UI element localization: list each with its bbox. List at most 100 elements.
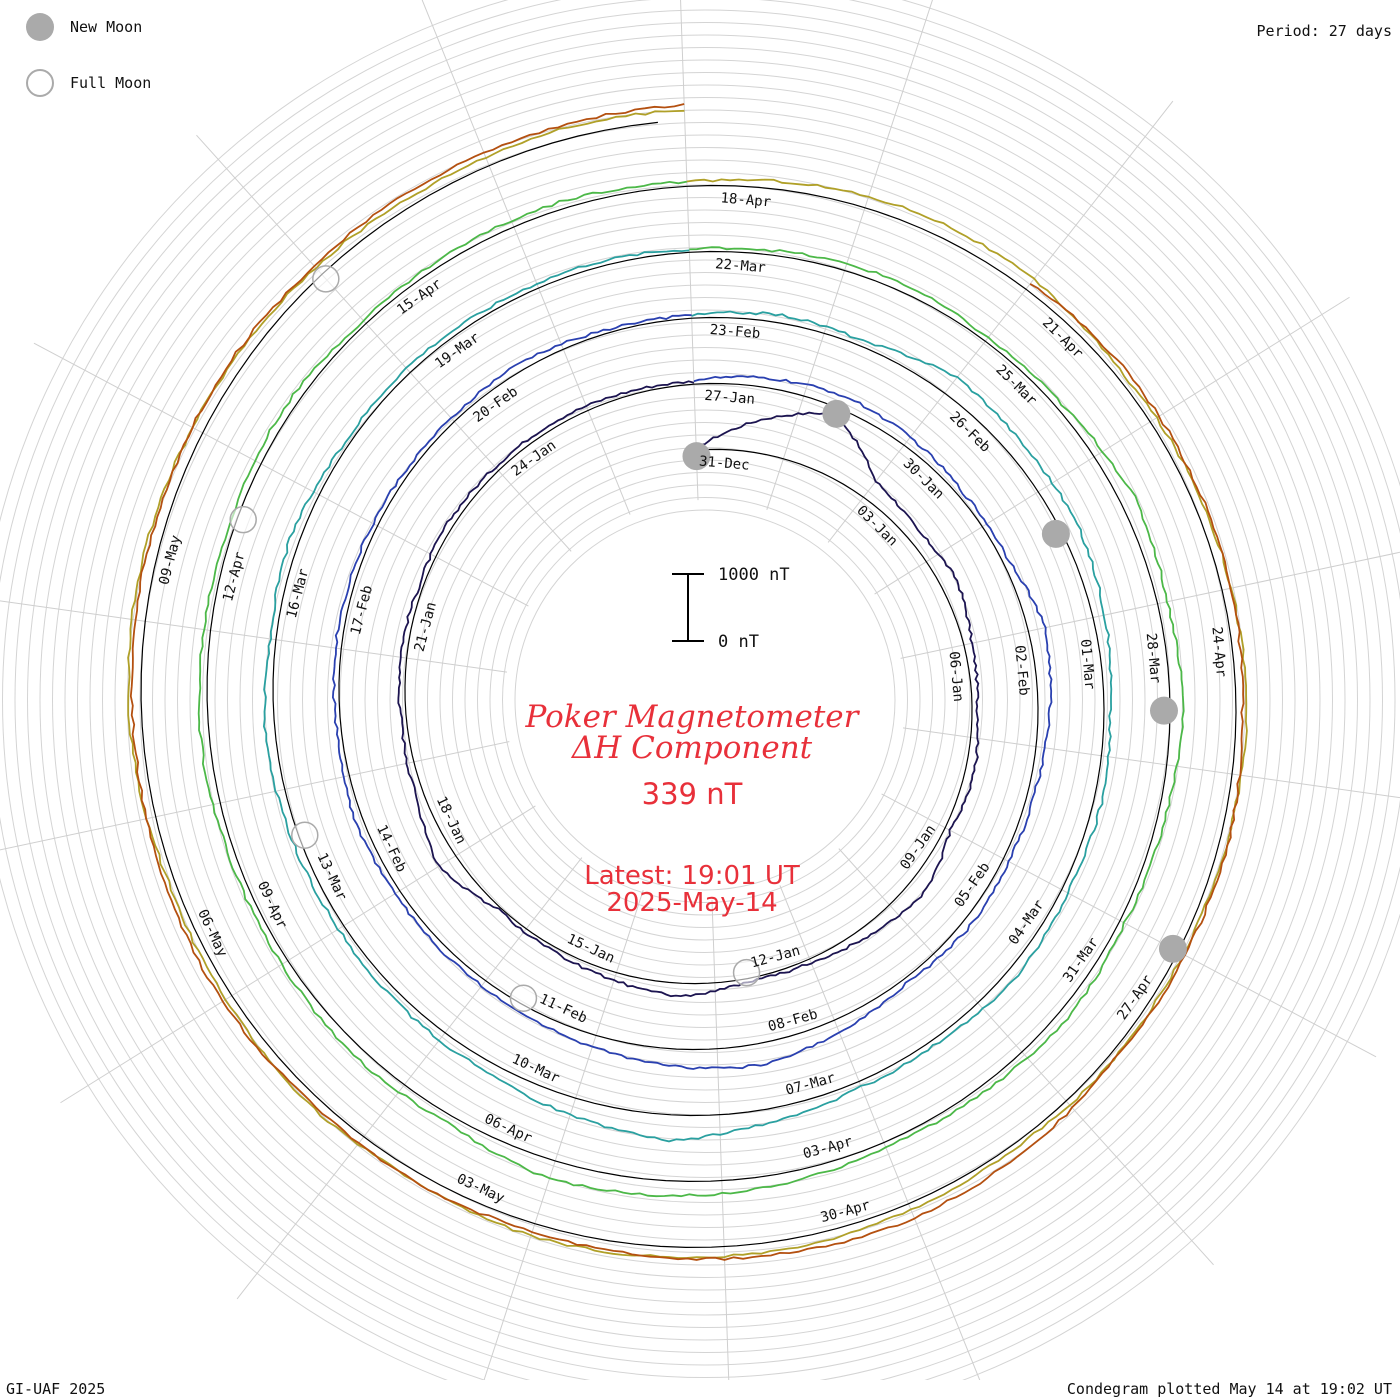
grid-ring [89, 84, 1321, 1316]
baseline-spiral [140, 121, 1237, 1249]
grid-ring [164, 159, 1246, 1241]
grid-ring [102, 97, 1308, 1303]
grid-spoke [766, 0, 933, 510]
full-moon-marker [509, 984, 538, 1012]
grid-ring [352, 347, 1058, 1053]
date-label: 18-Jan [433, 794, 469, 847]
grid-ring [439, 434, 971, 966]
baseline-spiral-path [140, 121, 1237, 1249]
grid-ring [189, 184, 1221, 1216]
date-label: 15-Apr [394, 276, 445, 318]
legend-full-moon-label: Full Moon [70, 74, 152, 92]
grid-ring [364, 359, 1046, 1041]
date-label: 01-Mar [1077, 638, 1098, 690]
date-label: 02-Feb [1011, 645, 1032, 697]
date-label: 11-Feb [537, 991, 590, 1027]
new-moon-marker [1041, 519, 1070, 548]
grid-spoke [900, 551, 1400, 659]
grid-spoke [421, 0, 631, 515]
legend-new-moon: New Moon [26, 13, 142, 41]
date-label: 07-Mar [784, 1070, 837, 1099]
grid-ring [214, 209, 1196, 1191]
data-series-line [129, 103, 1245, 1261]
grid-spoke [881, 793, 1377, 1058]
date-label: 27-Apr [1114, 972, 1156, 1023]
new-moon-marker [682, 442, 711, 471]
date-label: 27-Jan [704, 388, 756, 408]
chart-subtitle: ΔH Component [571, 730, 813, 766]
grid-ring [377, 372, 1033, 1028]
grid-spoke [236, 857, 583, 1300]
grid-ring [177, 172, 1233, 1228]
scale-bar-bottom-label: 0 nT [718, 632, 759, 652]
date-label: 28-Mar [1143, 632, 1164, 684]
latest-date: 2025-May-14 [606, 888, 777, 918]
scale-bar-top-label: 1000 nT [718, 565, 790, 585]
grid-ring [489, 484, 921, 916]
full-moon-icon [26, 69, 54, 97]
grid-ring [139, 134, 1271, 1266]
grid-spoke [779, 885, 981, 1380]
grid-ring [389, 384, 1021, 1016]
chart-title: Poker Magnetometer [525, 699, 861, 735]
grid-spoke [196, 134, 572, 552]
date-label: 24-Apr [1208, 626, 1229, 678]
grid-spoke [0, 741, 510, 851]
grid-ring [402, 397, 1008, 1003]
date-label: 09-Jan [897, 822, 939, 873]
grid-spoke [483, 890, 644, 1380]
grid-ring [427, 422, 983, 978]
grid-spoke [902, 727, 1400, 799]
data-series-line [331, 314, 1053, 1070]
plotted-timestamp: Condegram plotted May 14 at 19:02 UT [1066, 1380, 1392, 1398]
data-series-line [127, 109, 1248, 1259]
full-moon-marker [732, 958, 761, 987]
grid-spoke [711, 899, 730, 1380]
grid-spoke [827, 100, 1174, 543]
latest-time: Latest: 19:01 UT [584, 861, 800, 891]
grid-ring [314, 309, 1096, 1091]
data-series-line [397, 380, 980, 998]
grid-spoke [874, 296, 1350, 595]
date-label: 13-Mar [313, 851, 349, 904]
full-moon-marker [312, 265, 340, 293]
date-label: 31-Dec [698, 454, 750, 474]
date-label: 03-May [454, 1171, 507, 1207]
grid-spoke [680, 0, 699, 501]
grid-ring [202, 197, 1208, 1203]
date-label: 25-Mar [992, 362, 1039, 409]
grid-ring [477, 472, 933, 928]
date-label: 22-Mar [715, 256, 767, 276]
new-moon-marker [1149, 696, 1178, 725]
grid-spoke [838, 848, 1214, 1266]
date-label: 06-Jan [945, 651, 966, 703]
date-label: 23-Feb [709, 322, 761, 342]
new-moon-icon [26, 13, 54, 41]
grid-ring [152, 147, 1258, 1253]
full-moon-marker [291, 821, 319, 849]
period-label: Period: 27 days [1256, 22, 1392, 40]
grid-ring [52, 47, 1358, 1353]
current-value: 339 nT [642, 777, 743, 811]
grid-spoke [33, 342, 529, 607]
grid-spoke [60, 805, 536, 1104]
grid-ring [414, 409, 996, 991]
grid-ring [27, 22, 1383, 1378]
grid-ring [277, 272, 1133, 1128]
grid-spoke [0, 600, 508, 673]
grid-ring [502, 497, 908, 903]
date-label: 18-Apr [720, 190, 772, 210]
new-moon-marker [822, 399, 851, 428]
scale-bar: 1000 nT 0 nT [672, 565, 790, 652]
moon-markers [229, 265, 1187, 1012]
grid-ring [14, 9, 1396, 1380]
credit-label: GI-UAF 2025 [6, 1380, 106, 1398]
date-label: 03-Jan [853, 503, 900, 550]
grid-ring [114, 109, 1296, 1291]
grid-ring [77, 72, 1333, 1328]
date-label: 10-Mar [509, 1051, 562, 1087]
